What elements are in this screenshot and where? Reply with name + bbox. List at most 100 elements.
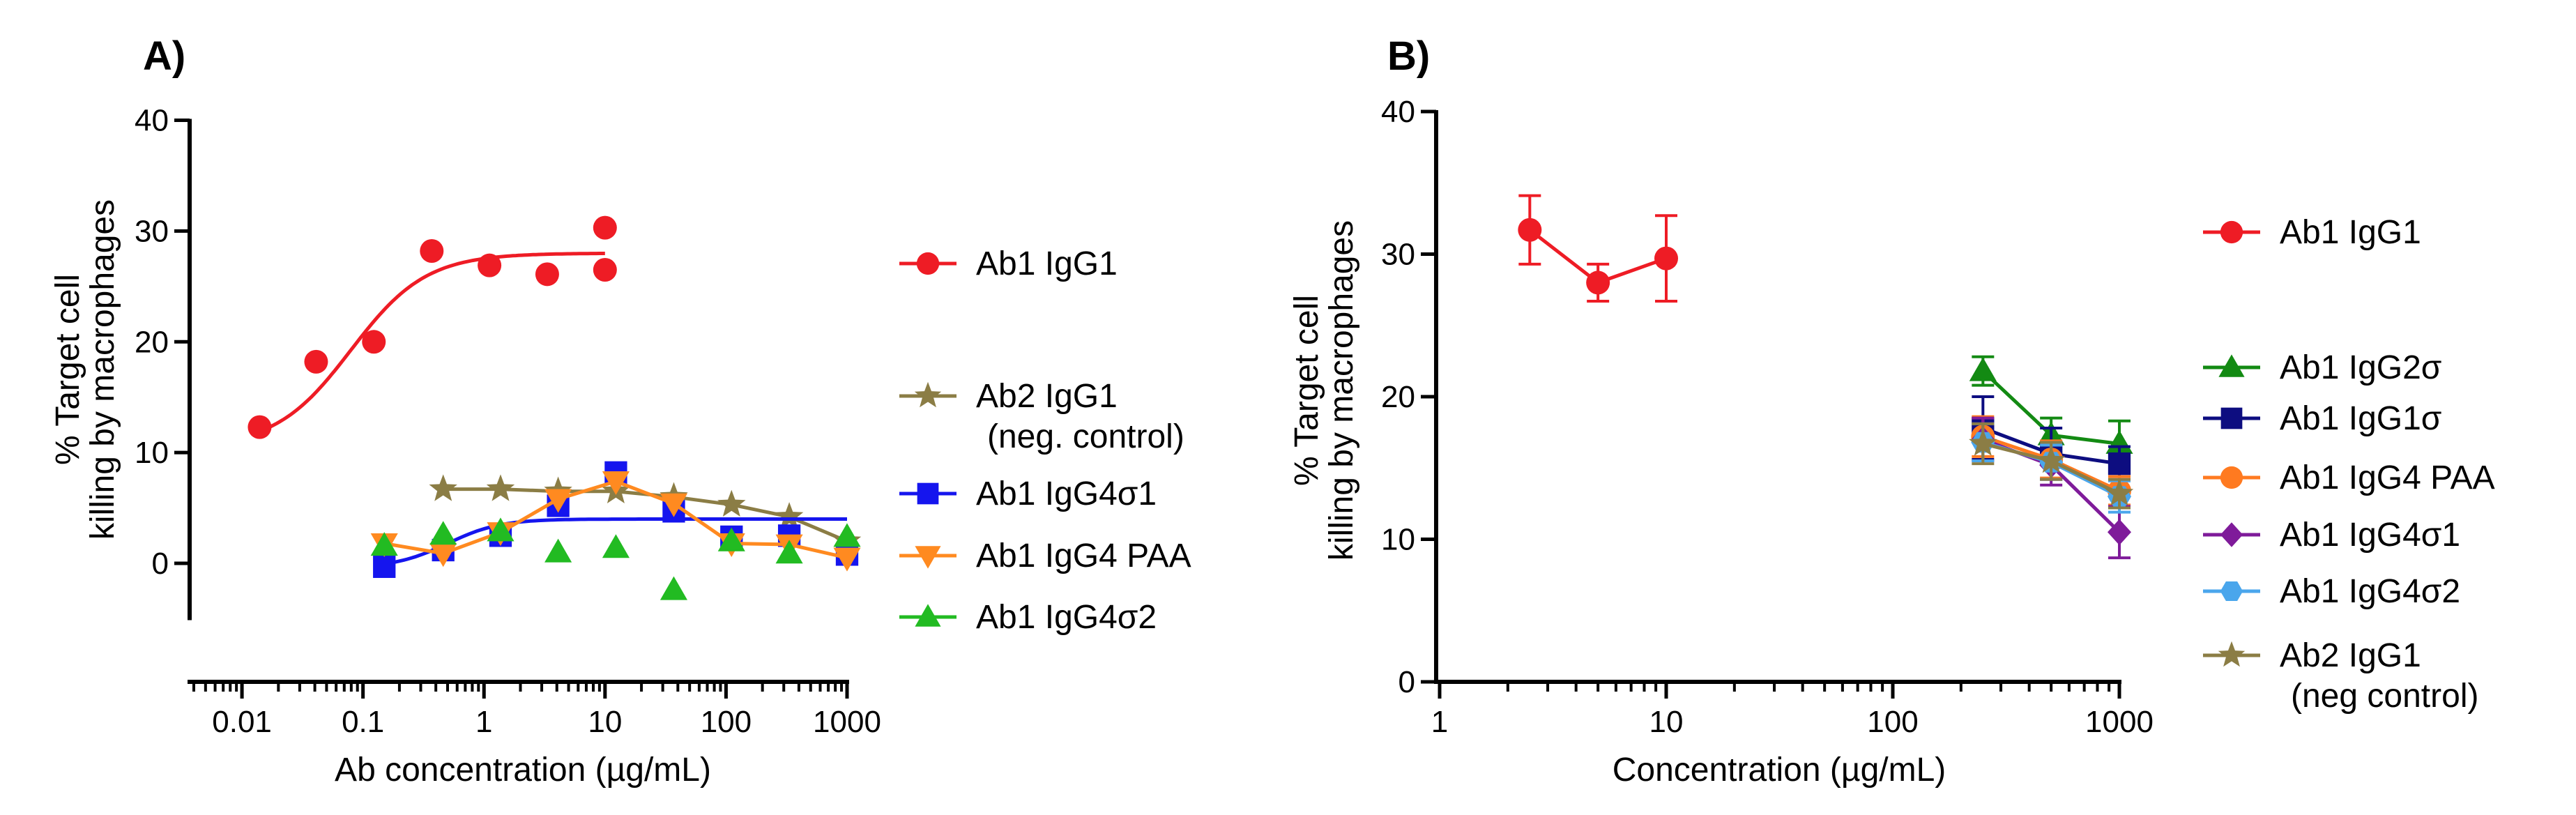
y-tick-label: 10 xyxy=(1381,523,1415,557)
panel-b-ylabel-line1: % Target cell xyxy=(1288,295,1325,486)
data-point xyxy=(429,543,457,568)
panel-a-ticks: 0 10 20 30 40 0.01 0.1 1 10 100 1000 xyxy=(135,104,881,740)
legend-marker xyxy=(2218,641,2246,667)
series-ab1-igg4-2 xyxy=(370,517,861,600)
panel-b-ylabel-line2: killing by macrophages xyxy=(1323,220,1360,561)
panel-b-xlabel: Concentration (µg/mL) xyxy=(1613,752,1946,789)
legend-item-ab1-igg4-1: Ab1 IgG4σ1 xyxy=(2203,517,2460,554)
data-point xyxy=(717,527,745,551)
data-point xyxy=(660,493,688,517)
data-point xyxy=(373,555,396,578)
data-point xyxy=(660,576,688,600)
x-tick-label: 1 xyxy=(475,705,492,739)
legend-item-ab2-igg1-neg-control: Ab2 IgG1 (neg control) xyxy=(2203,637,2478,715)
series-ab2-igg1-neg-control xyxy=(1969,422,2134,510)
data-point xyxy=(2037,445,2066,473)
data-point xyxy=(478,253,502,277)
y-tick-label: 20 xyxy=(1381,380,1415,414)
panel-a-legend: Ab1 IgG1 Ab2 IgG1(neg. control) Ab1 IgG4σ1… xyxy=(899,245,1191,636)
legend-label: Ab2 IgG1 xyxy=(2280,637,2421,674)
data-point xyxy=(304,349,328,374)
legend-label: Ab1 IgG4σ1 xyxy=(2280,517,2460,554)
fit-curve xyxy=(259,252,605,434)
panel-a-ylabel-line1: % Target cell xyxy=(49,274,86,465)
data-point xyxy=(1654,246,1678,271)
legend-label: Ab1 IgG1 xyxy=(2280,214,2421,251)
y-tick-label: 20 xyxy=(135,325,169,359)
data-point xyxy=(833,523,861,547)
x-tick-label: 1000 xyxy=(813,705,881,739)
y-tick-label: 40 xyxy=(135,104,169,138)
legend-marker xyxy=(914,381,942,408)
legend-item-ab1-igg4-paa: Ab1 IgG4 PAA xyxy=(2203,459,2495,496)
data-point xyxy=(1586,271,1610,295)
legend-marker xyxy=(2220,522,2243,547)
data-point xyxy=(602,534,630,558)
fit-curve xyxy=(383,517,847,566)
data-point xyxy=(1518,218,1542,242)
panel-a-xlabel: Ab concentration (µg/mL) xyxy=(335,752,711,789)
data-point xyxy=(429,521,457,545)
panel-b-letter: B) xyxy=(1387,33,1430,79)
data-point xyxy=(487,517,515,542)
legend-item-ab1-igg4-2: Ab1 IgG4σ2 xyxy=(2203,573,2460,610)
legend-marker xyxy=(2220,581,2243,601)
legend-label: Ab1 IgG4 PAA xyxy=(976,538,1191,574)
legend-label: Ab1 IgG4σ2 xyxy=(2280,573,2460,610)
legend-marker xyxy=(2220,220,2243,244)
legend-item-ab1-igg1: Ab1 IgG1σ xyxy=(2203,400,2441,437)
legend-item-ab1-igg2: Ab1 IgG2σ xyxy=(2203,349,2441,386)
y-tick-label: 40 xyxy=(1381,95,1415,129)
series-ab1-igg1 xyxy=(247,215,617,439)
legend-label: Ab2 IgG1 xyxy=(976,378,1118,415)
x-tick-label: 10 xyxy=(588,705,622,739)
data-point xyxy=(717,489,746,517)
y-tick-label: 10 xyxy=(135,436,169,470)
legend-marker xyxy=(915,546,941,569)
panel-b-plot xyxy=(1518,194,2134,560)
data-point xyxy=(602,471,630,496)
data-point xyxy=(2105,478,2134,506)
data-point xyxy=(775,540,803,564)
legend-item-ab1-igg4-1: Ab1 IgG4σ1 xyxy=(899,475,1157,512)
legend-label: Ab1 IgG4 PAA xyxy=(2280,459,2495,496)
legend-marker xyxy=(2220,407,2243,429)
panel-a-plot xyxy=(247,215,862,600)
data-point xyxy=(544,489,572,513)
legend-marker xyxy=(917,482,939,505)
data-point xyxy=(1969,429,1997,456)
legend-label: Ab1 IgG4σ2 xyxy=(976,599,1157,636)
legend-label-line2: (neg. control) xyxy=(987,418,1184,455)
data-point xyxy=(362,330,386,354)
legend-marker xyxy=(2220,466,2243,489)
legend-item-ab1-igg4-paa: Ab1 IgG4 PAA xyxy=(899,538,1191,574)
legend-item-ab2-igg1-neg-control: Ab2 IgG1(neg. control) xyxy=(899,378,1184,455)
y-tick-label: 30 xyxy=(135,214,169,248)
data-point xyxy=(1969,357,1997,381)
x-tick-label: 0.1 xyxy=(342,705,384,739)
legend-item-ab1-igg1: Ab1 IgG1 xyxy=(899,245,1118,282)
legend-label: Ab1 IgG1σ xyxy=(2280,400,2441,437)
legend-marker xyxy=(915,604,941,627)
data-point xyxy=(429,474,457,501)
legend-marker xyxy=(2218,354,2245,377)
panel-a-ylabel-line2: killing by macrophages xyxy=(84,199,121,540)
y-tick-label: 0 xyxy=(152,547,169,581)
legend-item-ab1-igg1: Ab1 IgG1 xyxy=(2203,214,2421,251)
panel-a-axes xyxy=(188,119,849,684)
x-tick-label: 0.01 xyxy=(212,705,272,739)
panel-b-legend: Ab1 IgG1 Ab1 IgG2σ Ab1 IgG1σ Ab1 IgG4 PAA Ab… xyxy=(2203,214,2495,715)
data-point xyxy=(544,538,572,563)
data-point xyxy=(247,415,272,439)
legend-marker xyxy=(916,252,940,275)
series-ab1-igg1 xyxy=(1518,194,1678,303)
panel-a-letter: A) xyxy=(143,33,185,79)
data-point xyxy=(833,547,861,572)
legend-label-line2: (neg control) xyxy=(2291,678,2478,715)
data-point xyxy=(535,262,559,287)
legend-item-ab1-igg4-2: Ab1 IgG4σ2 xyxy=(899,599,1157,636)
panel-b: B) 0 10 20 30 40 1 10 100 1000 % Target cell kil… xyxy=(1288,33,2495,789)
panel-a: A) 0 10 20 30 40 0.01 0.1 1 10 100 1000 % Target c… xyxy=(49,33,1191,789)
panel-b-ticks: 0 10 20 30 40 1 10 100 1000 xyxy=(1381,95,2154,739)
